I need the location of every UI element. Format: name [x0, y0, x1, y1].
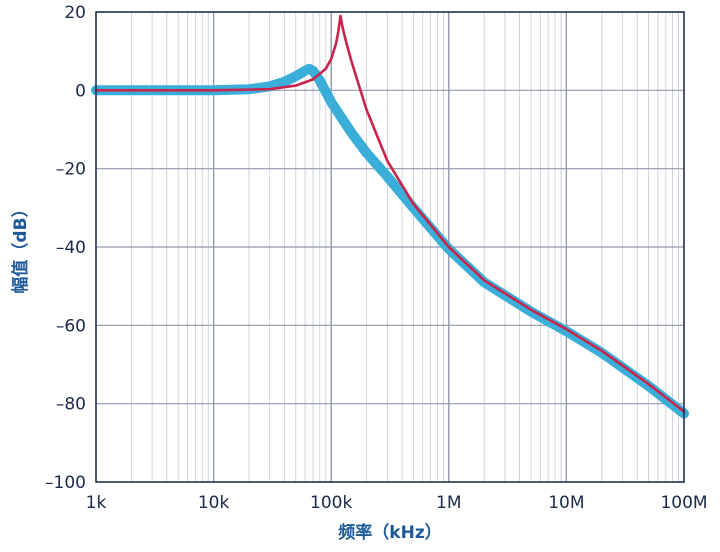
y-tick-label: –80: [56, 395, 86, 415]
y-tick-label: 0: [75, 81, 86, 101]
x-tick-label: 10M: [548, 493, 584, 513]
series-line: [91, 63, 689, 419]
watermark: 知乎 @东都之狼: [569, 509, 708, 531]
y-tick-label: –60: [56, 316, 86, 336]
y-tick-label: –20: [56, 160, 86, 180]
series-layer: [91, 14, 689, 419]
x-tick-label: 1k: [86, 493, 107, 513]
x-tick-label: 100M: [660, 493, 707, 513]
series-line: [94, 14, 686, 413]
tick-labels: 1k 10k 100k 1M 10M 100M 20 0 –20 –40 –60 –80 –100: [45, 3, 708, 513]
y-axis-label: 幅值（dB）: [10, 200, 31, 293]
y-tick-label: –100: [45, 473, 86, 493]
plot-frame: [95, 11, 685, 483]
x-axis-label: 频率（kHz）: [338, 522, 441, 543]
x-tick-label: 10k: [198, 493, 230, 513]
x-tick-label: 100k: [310, 493, 352, 513]
x-tick-label: 1M: [436, 493, 461, 513]
y-tick-label: –40: [56, 238, 86, 258]
grid: [95, 11, 685, 483]
y-tick-label: 20: [64, 3, 86, 23]
